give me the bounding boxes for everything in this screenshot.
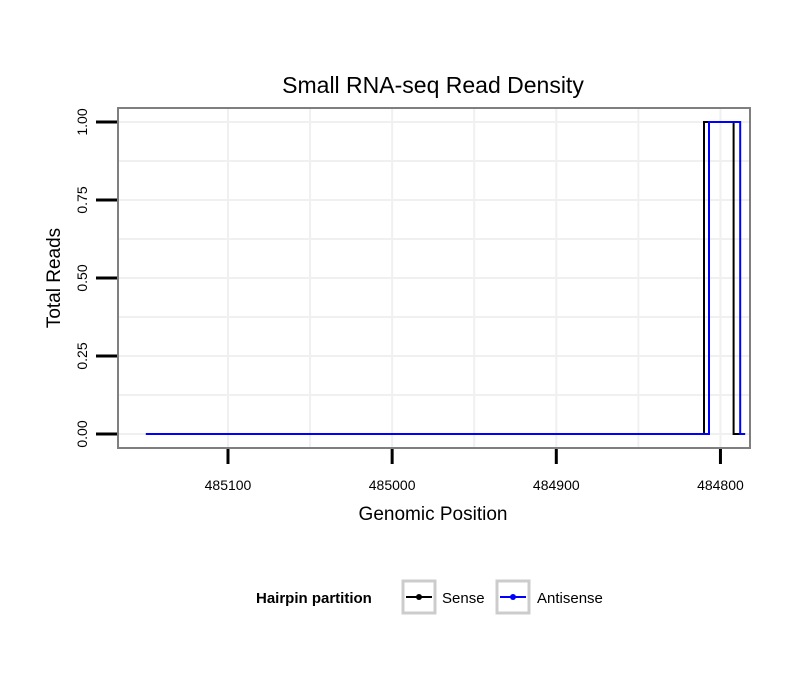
chart-title: Small RNA-seq Read Density xyxy=(282,72,584,98)
x-axis-ticks: 485100 485000 484900 484800 xyxy=(205,449,744,493)
series-line-antisense xyxy=(145,121,746,435)
grid-lines xyxy=(118,108,750,448)
x-tick-label: 484900 xyxy=(533,477,580,493)
y-tick-label: 0.00 xyxy=(74,420,90,447)
y-tick-label: 0.50 xyxy=(74,264,90,291)
y-tick-label: 0.75 xyxy=(74,186,90,213)
y-tick-label: 0.25 xyxy=(74,342,90,369)
x-axis-title: Genomic Position xyxy=(359,504,508,525)
legend-label-antisense: Antisense xyxy=(537,590,603,607)
y-axis-ticks: 0.00 0.25 0.50 0.75 1.00 xyxy=(74,108,117,448)
y-tick-label: 1.00 xyxy=(74,108,90,135)
legend: Hairpin partition Sense Antisense xyxy=(256,579,603,615)
legend-title: Hairpin partition xyxy=(256,590,372,607)
plot-panel-border xyxy=(117,107,751,449)
y-axis-title: Total Reads xyxy=(44,228,65,328)
x-tick-label: 485000 xyxy=(369,477,416,493)
legend-label-sense: Sense xyxy=(442,590,485,607)
x-tick-label: 485100 xyxy=(205,477,252,493)
series-lines xyxy=(145,121,746,435)
legend-dot-antisense xyxy=(510,594,516,600)
x-tick-label: 484800 xyxy=(697,477,744,493)
legend-dot-sense xyxy=(416,594,422,600)
